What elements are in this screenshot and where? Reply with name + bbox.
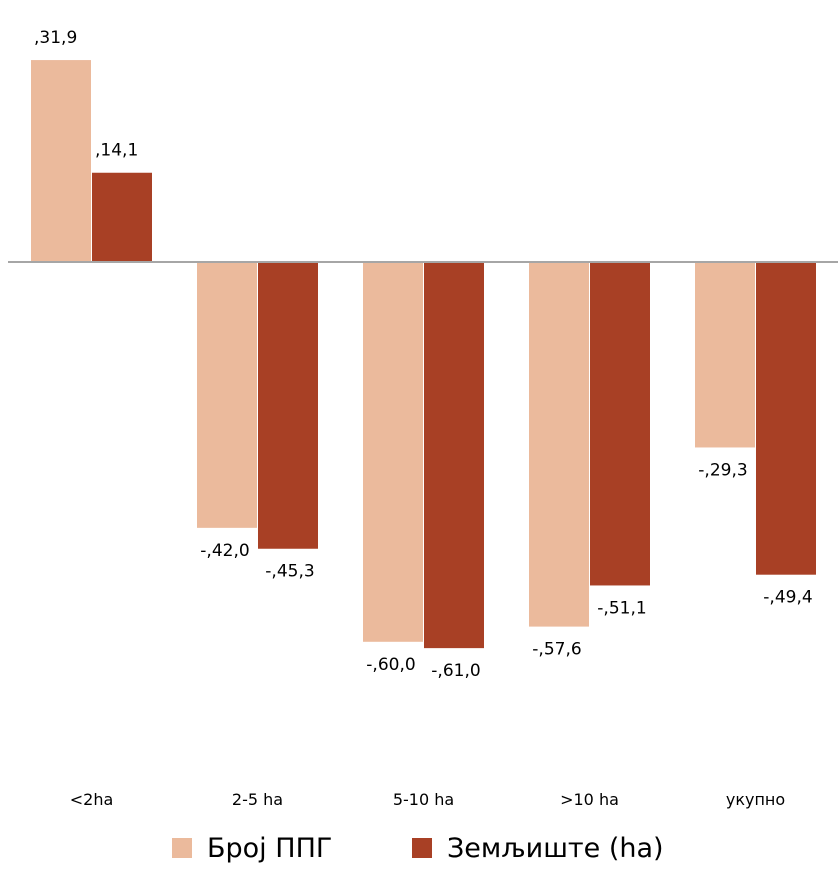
data-label-land-0: ,14,1 [95, 141, 138, 161]
bar-ppg-2 [363, 262, 423, 642]
legend-label-ppg: Број ППГ [207, 833, 332, 864]
data-label-land-1: -,45,3 [265, 562, 314, 582]
data-label-land-2: -,61,0 [431, 661, 480, 681]
data-label-ppg-3: -,57,6 [532, 640, 581, 660]
legend-swatch-land [412, 838, 432, 858]
category-label-3: >10 ha [560, 790, 619, 809]
category-labels-layer: <2ha 2-5 ha 5-10 ha >10 ha укупно [70, 790, 785, 809]
bar-land-2 [424, 262, 484, 649]
data-label-ppg-1: -,42,0 [200, 541, 249, 561]
data-label-land-4: -,49,4 [763, 588, 812, 608]
legend: Број ППГ Земљиште (ha) [172, 833, 664, 864]
bar-land-4 [756, 262, 816, 575]
legend-swatch-ppg [172, 838, 192, 858]
bar-ppg-0 [31, 60, 91, 263]
data-label-ppg-0: ,31,9 [34, 28, 77, 48]
category-label-2: 5-10 ha [393, 790, 454, 809]
legend-label-land: Земљиште (ha) [447, 833, 664, 864]
data-label-land-3: -,51,1 [597, 598, 646, 618]
data-label-ppg-4: -,29,3 [698, 460, 747, 480]
bar-land-3 [590, 262, 650, 586]
bars-layer [31, 60, 816, 649]
bar-land-1 [258, 262, 318, 549]
bar-ppg-4 [695, 262, 755, 448]
data-label-ppg-2: -,60,0 [366, 655, 415, 675]
bar-land-0 [92, 172, 152, 262]
category-label-1: 2-5 ha [232, 790, 283, 809]
bar-ppg-3 [529, 262, 589, 627]
data-labels-layer: ,31,9 ,14,1 -,42,0 -,45,3 -,60,0 -,61,0 -,57,6… [34, 28, 813, 681]
category-label-0: <2ha [70, 790, 114, 809]
category-label-4: укупно [726, 790, 785, 809]
bar-ppg-1 [197, 262, 257, 528]
